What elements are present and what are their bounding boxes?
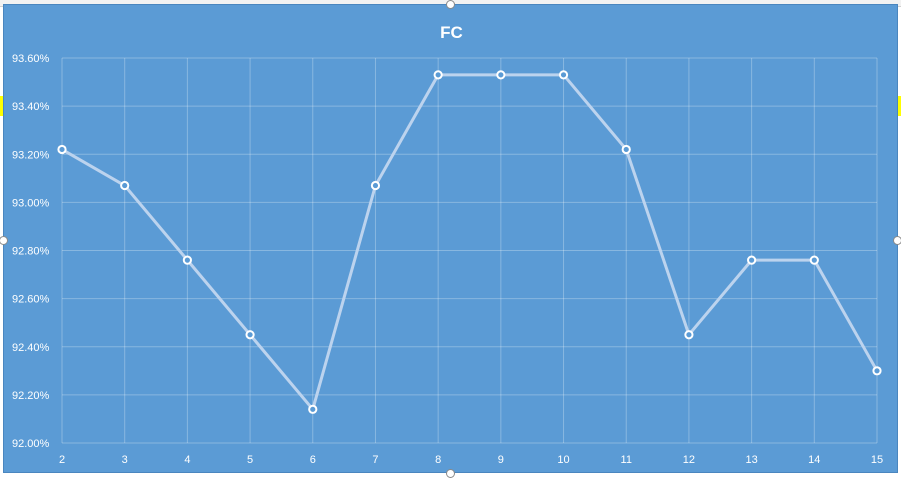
data-point-marker [621, 144, 631, 155]
data-point-marker [245, 330, 255, 340]
data-point-marker [747, 255, 757, 265]
data-point-marker [558, 70, 569, 80]
data-point-marker [433, 70, 443, 80]
line-chart: 92.00% 92.20% 92.40% 92.60% 92.80% 93.00% 93.2… [12, 53, 883, 466]
data-point-marker [684, 330, 694, 340]
y-tick-label: 92.20% [12, 390, 50, 402]
x-tick-label: 11 [621, 454, 632, 466]
x-tick-label: 4 [184, 454, 190, 466]
x-tick-label: 7 [372, 454, 378, 466]
data-point-marker [308, 404, 318, 414]
y-tick-label: 93.00% [12, 197, 50, 209]
data-point-marker [872, 366, 882, 376]
data-point-marker [370, 180, 381, 191]
y-tick-label: 92.60% [12, 294, 50, 306]
x-tick-label: 10 [557, 454, 569, 466]
resize-handle-left[interactable] [0, 236, 8, 245]
x-tick-label: 12 [683, 454, 695, 466]
series-line [61, 73, 879, 411]
data-point-marker [182, 255, 192, 265]
data-point-marker [57, 144, 67, 155]
x-tick-label: 9 [498, 454, 504, 466]
x-tick-label: 5 [247, 454, 253, 466]
resize-handle-right[interactable] [893, 236, 901, 245]
y-tick-label: 92.80% [12, 246, 50, 258]
data-point-marker [496, 70, 506, 80]
x-tick-label: 13 [745, 454, 757, 466]
y-tick-label: 93.60% [12, 53, 50, 65]
data-point-marker [120, 180, 130, 191]
x-tick-label: 3 [122, 454, 128, 466]
y-tick-label: 92.40% [12, 342, 50, 354]
y-tick-label: 93.40% [12, 101, 50, 113]
chart-area[interactable]: FC 92.00% 92.20% 92.40% 92.60% 92.80% 93.00% 9… [3, 4, 898, 473]
x-tick-label: 14 [808, 454, 820, 466]
x-tick-label: 6 [310, 454, 316, 466]
chart-title: FC [440, 23, 463, 42]
spreadsheet-highlight-cell-right [895, 96, 901, 116]
resize-handle-top[interactable] [446, 0, 455, 9]
x-tick-label: 2 [59, 454, 65, 466]
data-point-marker [809, 255, 819, 265]
y-tick-label: 93.20% [12, 149, 50, 161]
y-tick-label: 92.00% [12, 438, 50, 450]
x-tick-label: 8 [435, 454, 441, 466]
x-tick-label: 15 [871, 454, 883, 466]
